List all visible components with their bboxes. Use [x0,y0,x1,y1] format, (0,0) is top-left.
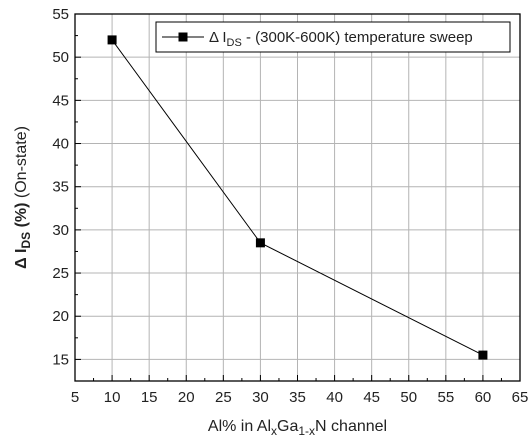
ylabel-state: (On-state) [13,126,30,202]
legend-subscript: DS [227,37,242,49]
x-tick-label: 30 [252,389,269,406]
y-tick-label: 55 [52,6,69,23]
xlabel-post: N channel [315,418,387,435]
xlabel-mid: Ga [277,418,298,435]
y-tick-labels: 15 20 25 30 35 40 45 50 55 [52,6,69,368]
xlabel-pre: Al% in Al [208,418,271,435]
y-tick-label: 15 [52,351,69,368]
x-tick-label: 15 [141,389,158,406]
axis-ticks [74,13,521,381]
legend: Δ IDS - (300K-600K) temperature sweep [155,21,511,53]
y-tick-label: 40 [52,136,69,153]
x-tick-label: 50 [400,389,417,406]
legend-label: Δ IDS - (300K-600K) temperature sweep [209,29,473,49]
xlabel-sub1: x [271,424,277,438]
data-point [478,350,488,360]
y-tick-label: 25 [52,265,69,282]
grid [75,14,520,381]
y-tick-label: 30 [52,222,69,239]
y-tick-label: 45 [52,92,69,109]
x-tick-label: 55 [437,389,454,406]
x-tick-labels: 5 10 15 20 25 30 35 40 45 50 55 60 65 [71,389,529,406]
x-axis-label: Al% in AlxGa1-xN channel [208,418,387,438]
ylabel-percent: (%) [13,203,30,232]
x-tick-label: 60 [475,389,492,406]
xlabel-sub2: 1-x [298,424,315,438]
series-group [107,35,488,360]
x-tick-label: 5 [71,389,79,406]
x-tick-label: 65 [512,389,529,406]
legend-marker [178,32,188,42]
x-tick-label: 40 [326,389,343,406]
y-tick-label: 20 [52,308,69,325]
y-tick-label: 50 [52,49,69,66]
y-tick-label: 35 [52,179,69,196]
x-tick-label: 45 [363,389,380,406]
data-point [107,35,117,45]
legend-box [155,21,511,53]
x-tick-label: 20 [178,389,195,406]
legend-delta-i: Δ I [209,29,227,46]
x-tick-label: 10 [104,389,121,406]
legend-rest: - (300K-600K) temperature sweep [242,29,473,46]
x-tick-label: 25 [215,389,232,406]
y-axis-label: Δ IDS (%) (On-state) [13,126,33,269]
data-point [255,238,265,248]
ylabel-delta-i: Δ I [13,249,30,269]
x-tick-label: 35 [289,389,306,406]
ylabel-sub: DS [19,232,33,249]
